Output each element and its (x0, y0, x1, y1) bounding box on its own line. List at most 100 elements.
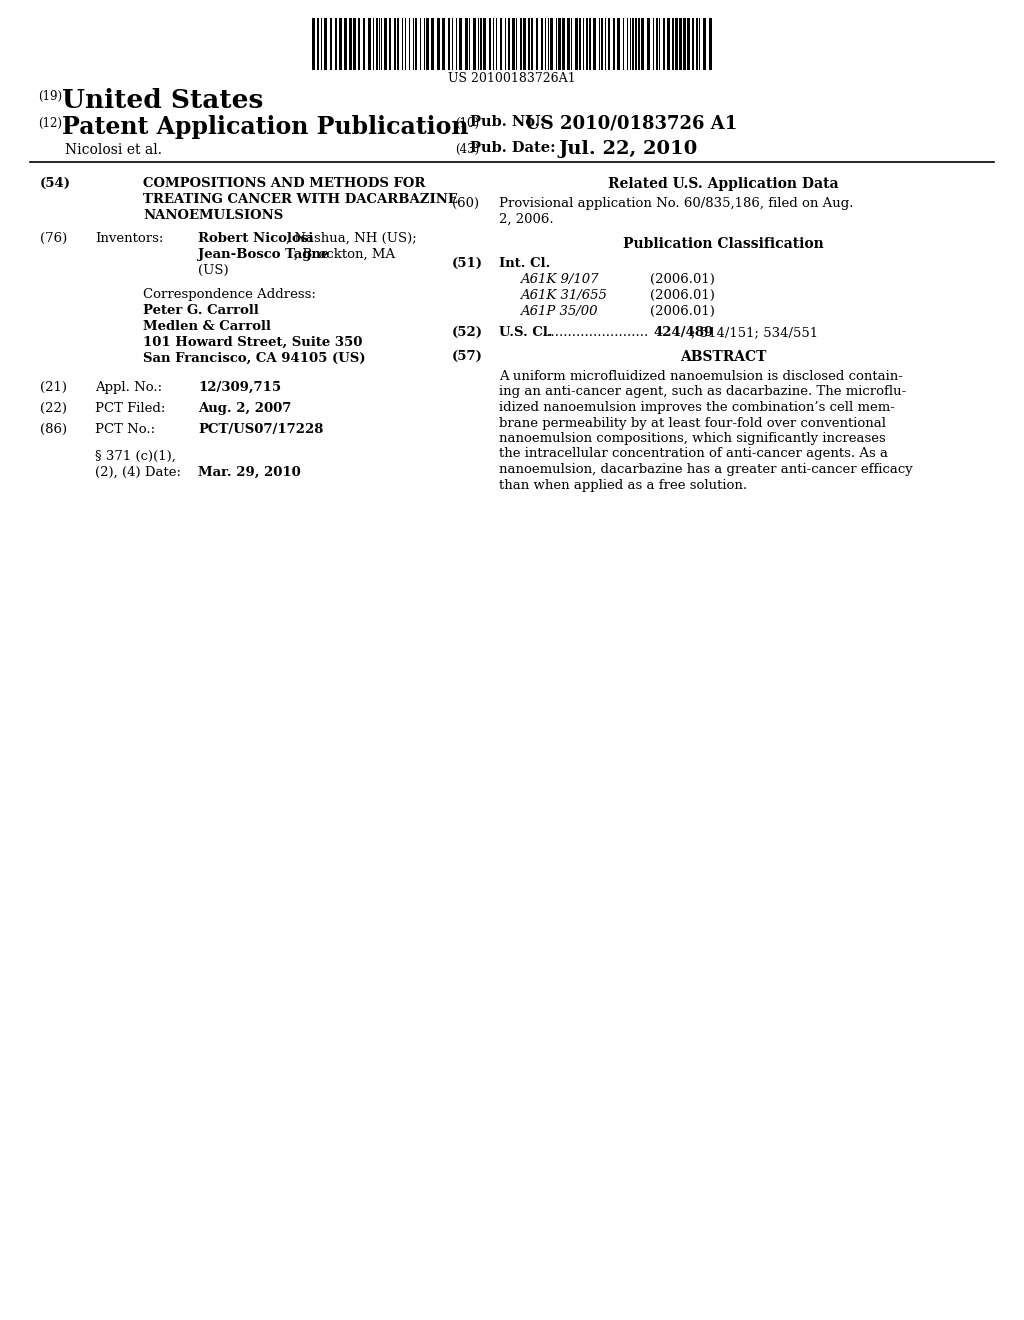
Text: NANOEMULSIONS: NANOEMULSIONS (143, 209, 284, 222)
Text: (2006.01): (2006.01) (650, 289, 715, 302)
Text: A61P 35/00: A61P 35/00 (520, 305, 597, 318)
Bar (617, 18, 620, 70)
Bar (349, 18, 352, 70)
Text: (86): (86) (40, 422, 68, 436)
Bar (692, 18, 694, 70)
Text: A61K 31/655: A61K 31/655 (520, 289, 607, 302)
Text: (2006.01): (2006.01) (650, 305, 715, 318)
Text: § 371 (c)(1),: § 371 (c)(1), (95, 450, 176, 463)
Text: nanoemulsion compositions, which significantly increases: nanoemulsion compositions, which signifi… (499, 432, 886, 445)
Text: U.S. Cl.: U.S. Cl. (499, 326, 553, 339)
Bar (696, 18, 698, 70)
Bar (339, 18, 342, 70)
Text: , Nashua, NH (US);: , Nashua, NH (US); (286, 232, 417, 246)
Text: 101 Howard Street, Suite 350: 101 Howard Street, Suite 350 (143, 337, 362, 348)
Bar (330, 18, 332, 70)
Bar (675, 18, 678, 70)
Bar (362, 18, 365, 70)
Text: Inventors:: Inventors: (95, 232, 164, 246)
Text: (2), (4) Date:: (2), (4) Date: (95, 466, 181, 479)
Bar (667, 18, 670, 70)
Bar (528, 18, 530, 70)
Bar (353, 18, 356, 70)
Bar (709, 18, 712, 70)
Text: Nicolosi et al.: Nicolosi et al. (65, 143, 162, 157)
Bar (500, 18, 502, 70)
Bar (687, 18, 690, 70)
Text: (12): (12) (38, 117, 62, 129)
Text: Pub. Date:: Pub. Date: (470, 141, 556, 154)
Bar (567, 18, 570, 70)
Text: ing an anti-cancer agent, such as dacarbazine. The microflu-: ing an anti-cancer agent, such as dacarb… (499, 385, 906, 399)
Bar (312, 18, 315, 70)
Bar (523, 18, 526, 70)
Text: PCT/US07/17228: PCT/US07/17228 (198, 422, 324, 436)
Bar (562, 18, 565, 70)
Bar (415, 18, 417, 70)
Text: (2006.01): (2006.01) (650, 273, 715, 286)
Text: Correspondence Address:: Correspondence Address: (143, 288, 315, 301)
Bar (575, 18, 578, 70)
Bar (638, 18, 640, 70)
Bar (635, 18, 637, 70)
Text: , Brockton, MA: , Brockton, MA (294, 248, 395, 261)
Bar (473, 18, 476, 70)
Text: Mar. 29, 2010: Mar. 29, 2010 (198, 466, 301, 479)
Text: Int. Cl.: Int. Cl. (499, 257, 550, 271)
Bar (483, 18, 486, 70)
Text: nanoemulsion, dacarbazine has a greater anti-cancer efficacy: nanoemulsion, dacarbazine has a greater … (499, 463, 912, 477)
Text: (76): (76) (40, 232, 68, 246)
Text: (60): (60) (452, 197, 479, 210)
Bar (449, 18, 450, 70)
Bar (558, 18, 561, 70)
Text: (51): (51) (452, 257, 483, 271)
Bar (632, 18, 634, 70)
Text: 12/309,715: 12/309,715 (198, 381, 282, 393)
Text: ; 514/151; 534/551: ; 514/151; 534/551 (691, 326, 818, 339)
Bar (489, 18, 490, 70)
Text: Robert Nicolosi: Robert Nicolosi (198, 232, 313, 246)
Bar (431, 18, 434, 70)
Text: Jean-Bosco Tagne: Jean-Bosco Tagne (198, 248, 330, 261)
Text: A uniform microfluidized nanoemulsion is disclosed contain-: A uniform microfluidized nanoemulsion is… (499, 370, 903, 383)
Bar (389, 18, 391, 70)
Text: brane permeability by at least four-fold over conventional: brane permeability by at least four-fold… (499, 417, 886, 429)
Bar (531, 18, 534, 70)
Bar (579, 18, 581, 70)
Bar (593, 18, 596, 70)
Text: Jul. 22, 2010: Jul. 22, 2010 (558, 140, 697, 158)
Text: Pub. No.:: Pub. No.: (470, 115, 545, 129)
Bar (520, 18, 522, 70)
Text: Related U.S. Application Data: Related U.S. Application Data (607, 177, 839, 191)
Bar (317, 18, 319, 70)
Text: than when applied as a free solution.: than when applied as a free solution. (499, 479, 748, 491)
Text: Peter G. Carroll: Peter G. Carroll (143, 304, 259, 317)
Bar (397, 18, 399, 70)
Bar (442, 18, 445, 70)
Text: (52): (52) (452, 326, 483, 339)
Text: (19): (19) (38, 90, 62, 103)
Bar (394, 18, 396, 70)
Bar (376, 18, 378, 70)
Text: .........................: ......................... (543, 326, 649, 339)
Text: ABSTRACT: ABSTRACT (680, 350, 766, 364)
Bar (683, 18, 686, 70)
Text: (10): (10) (455, 117, 479, 129)
Bar (358, 18, 360, 70)
Bar (586, 18, 588, 70)
Bar (465, 18, 468, 70)
Bar (641, 18, 644, 70)
Text: PCT No.:: PCT No.: (95, 422, 155, 436)
Bar (672, 18, 674, 70)
Bar (589, 18, 591, 70)
Bar (480, 18, 482, 70)
Bar (663, 18, 665, 70)
Text: (US): (US) (198, 264, 228, 277)
Text: PCT Filed:: PCT Filed: (95, 403, 165, 414)
Text: A61K 9/107: A61K 9/107 (520, 273, 598, 286)
Text: the intracellular concentration of anti-cancer agents. As a: the intracellular concentration of anti-… (499, 447, 888, 461)
Text: (43): (43) (455, 143, 479, 156)
Text: Aug. 2, 2007: Aug. 2, 2007 (198, 403, 292, 414)
Text: Provisional application No. 60/835,186, filed on Aug.: Provisional application No. 60/835,186, … (499, 197, 853, 210)
Bar (368, 18, 371, 70)
